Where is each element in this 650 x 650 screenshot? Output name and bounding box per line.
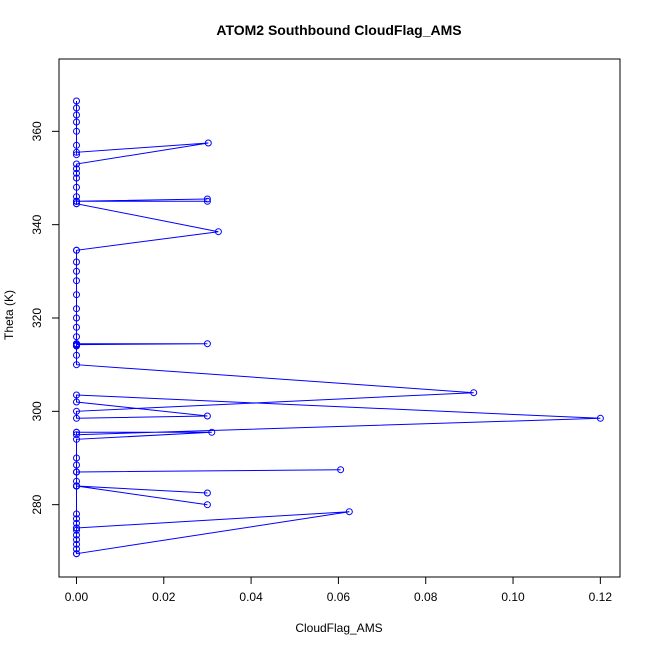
x-axis-label: CloudFlag_AMS [295,621,382,635]
data-point [73,277,80,285]
data-point [73,545,80,553]
data-point [73,407,80,415]
data-point [73,435,80,443]
data-point [73,531,80,539]
data-point [345,508,353,516]
data-point [203,501,211,509]
data-point [73,183,80,191]
data-point [73,200,80,208]
data-point [73,127,80,135]
data-point [73,246,80,254]
y-tick-label: 320 [30,308,44,328]
data-point [73,341,80,349]
data-point [73,305,80,313]
data-point [203,340,211,348]
data-point [73,267,80,275]
data-point [73,515,80,523]
x-tick-label: 0.06 [327,590,351,604]
data-point [73,540,80,548]
data-point [73,97,80,105]
data-point [73,428,80,436]
series-line [76,101,601,555]
data-point [73,519,80,527]
data-point [73,454,80,462]
y-axis-label: Theta (K) [2,290,16,340]
data-point [73,391,80,399]
data-point [73,550,80,558]
data-point [73,524,80,532]
data-point [73,104,80,112]
data-point [73,323,80,331]
data-point [73,510,80,518]
x-tick-label: 0.04 [239,590,263,604]
y-tick-label: 360 [30,121,44,141]
data-point [73,333,80,341]
data-point [73,151,80,159]
x-tick-label: 0.10 [501,590,525,604]
data-point [73,111,80,119]
data-point [73,398,80,406]
data-point [73,431,80,439]
data-point [73,526,80,534]
data-point [214,228,222,236]
y-tick-label: 340 [30,214,44,234]
x-tick-label: 0.12 [589,590,613,604]
data-point [73,477,80,485]
plot-frame [58,58,621,578]
data-point [73,174,80,182]
data-point [203,195,211,203]
data-point [73,361,80,369]
y-axis: 280 300 320 340 360 [30,121,60,515]
data-point [73,351,80,359]
data-point [73,160,80,168]
data-point [73,197,80,205]
y-tick-label: 300 [30,401,44,421]
data-point [73,414,80,422]
x-tick-label: 0.08 [414,590,438,604]
data-point [204,139,212,147]
data-point [203,412,211,420]
data-point [73,148,80,156]
data-point [203,197,211,205]
x-axis: 0.00 0.02 0.04 0.06 0.08 0.10 0.12 [65,576,613,604]
data-point [596,414,604,422]
data-point [73,536,80,544]
data-point [73,291,80,299]
data-point [73,482,80,490]
data-point [73,118,80,126]
data-point [203,489,211,497]
data-point [73,169,80,177]
data-point [73,165,80,173]
x-tick-label: 0.02 [152,590,176,604]
data-point [73,468,80,476]
data-point [73,258,80,266]
data-point [73,193,80,201]
y-tick-label: 280 [30,494,44,514]
x-tick-label: 0.00 [65,590,89,604]
chart-title: ATOM2 Southbound CloudFlag_AMS [216,22,461,38]
data-point [73,314,80,322]
data-point [73,141,80,149]
data-point [208,428,216,436]
data-point [337,466,345,474]
data-point [73,461,80,469]
plot-area [73,97,604,558]
data-point [470,389,478,397]
